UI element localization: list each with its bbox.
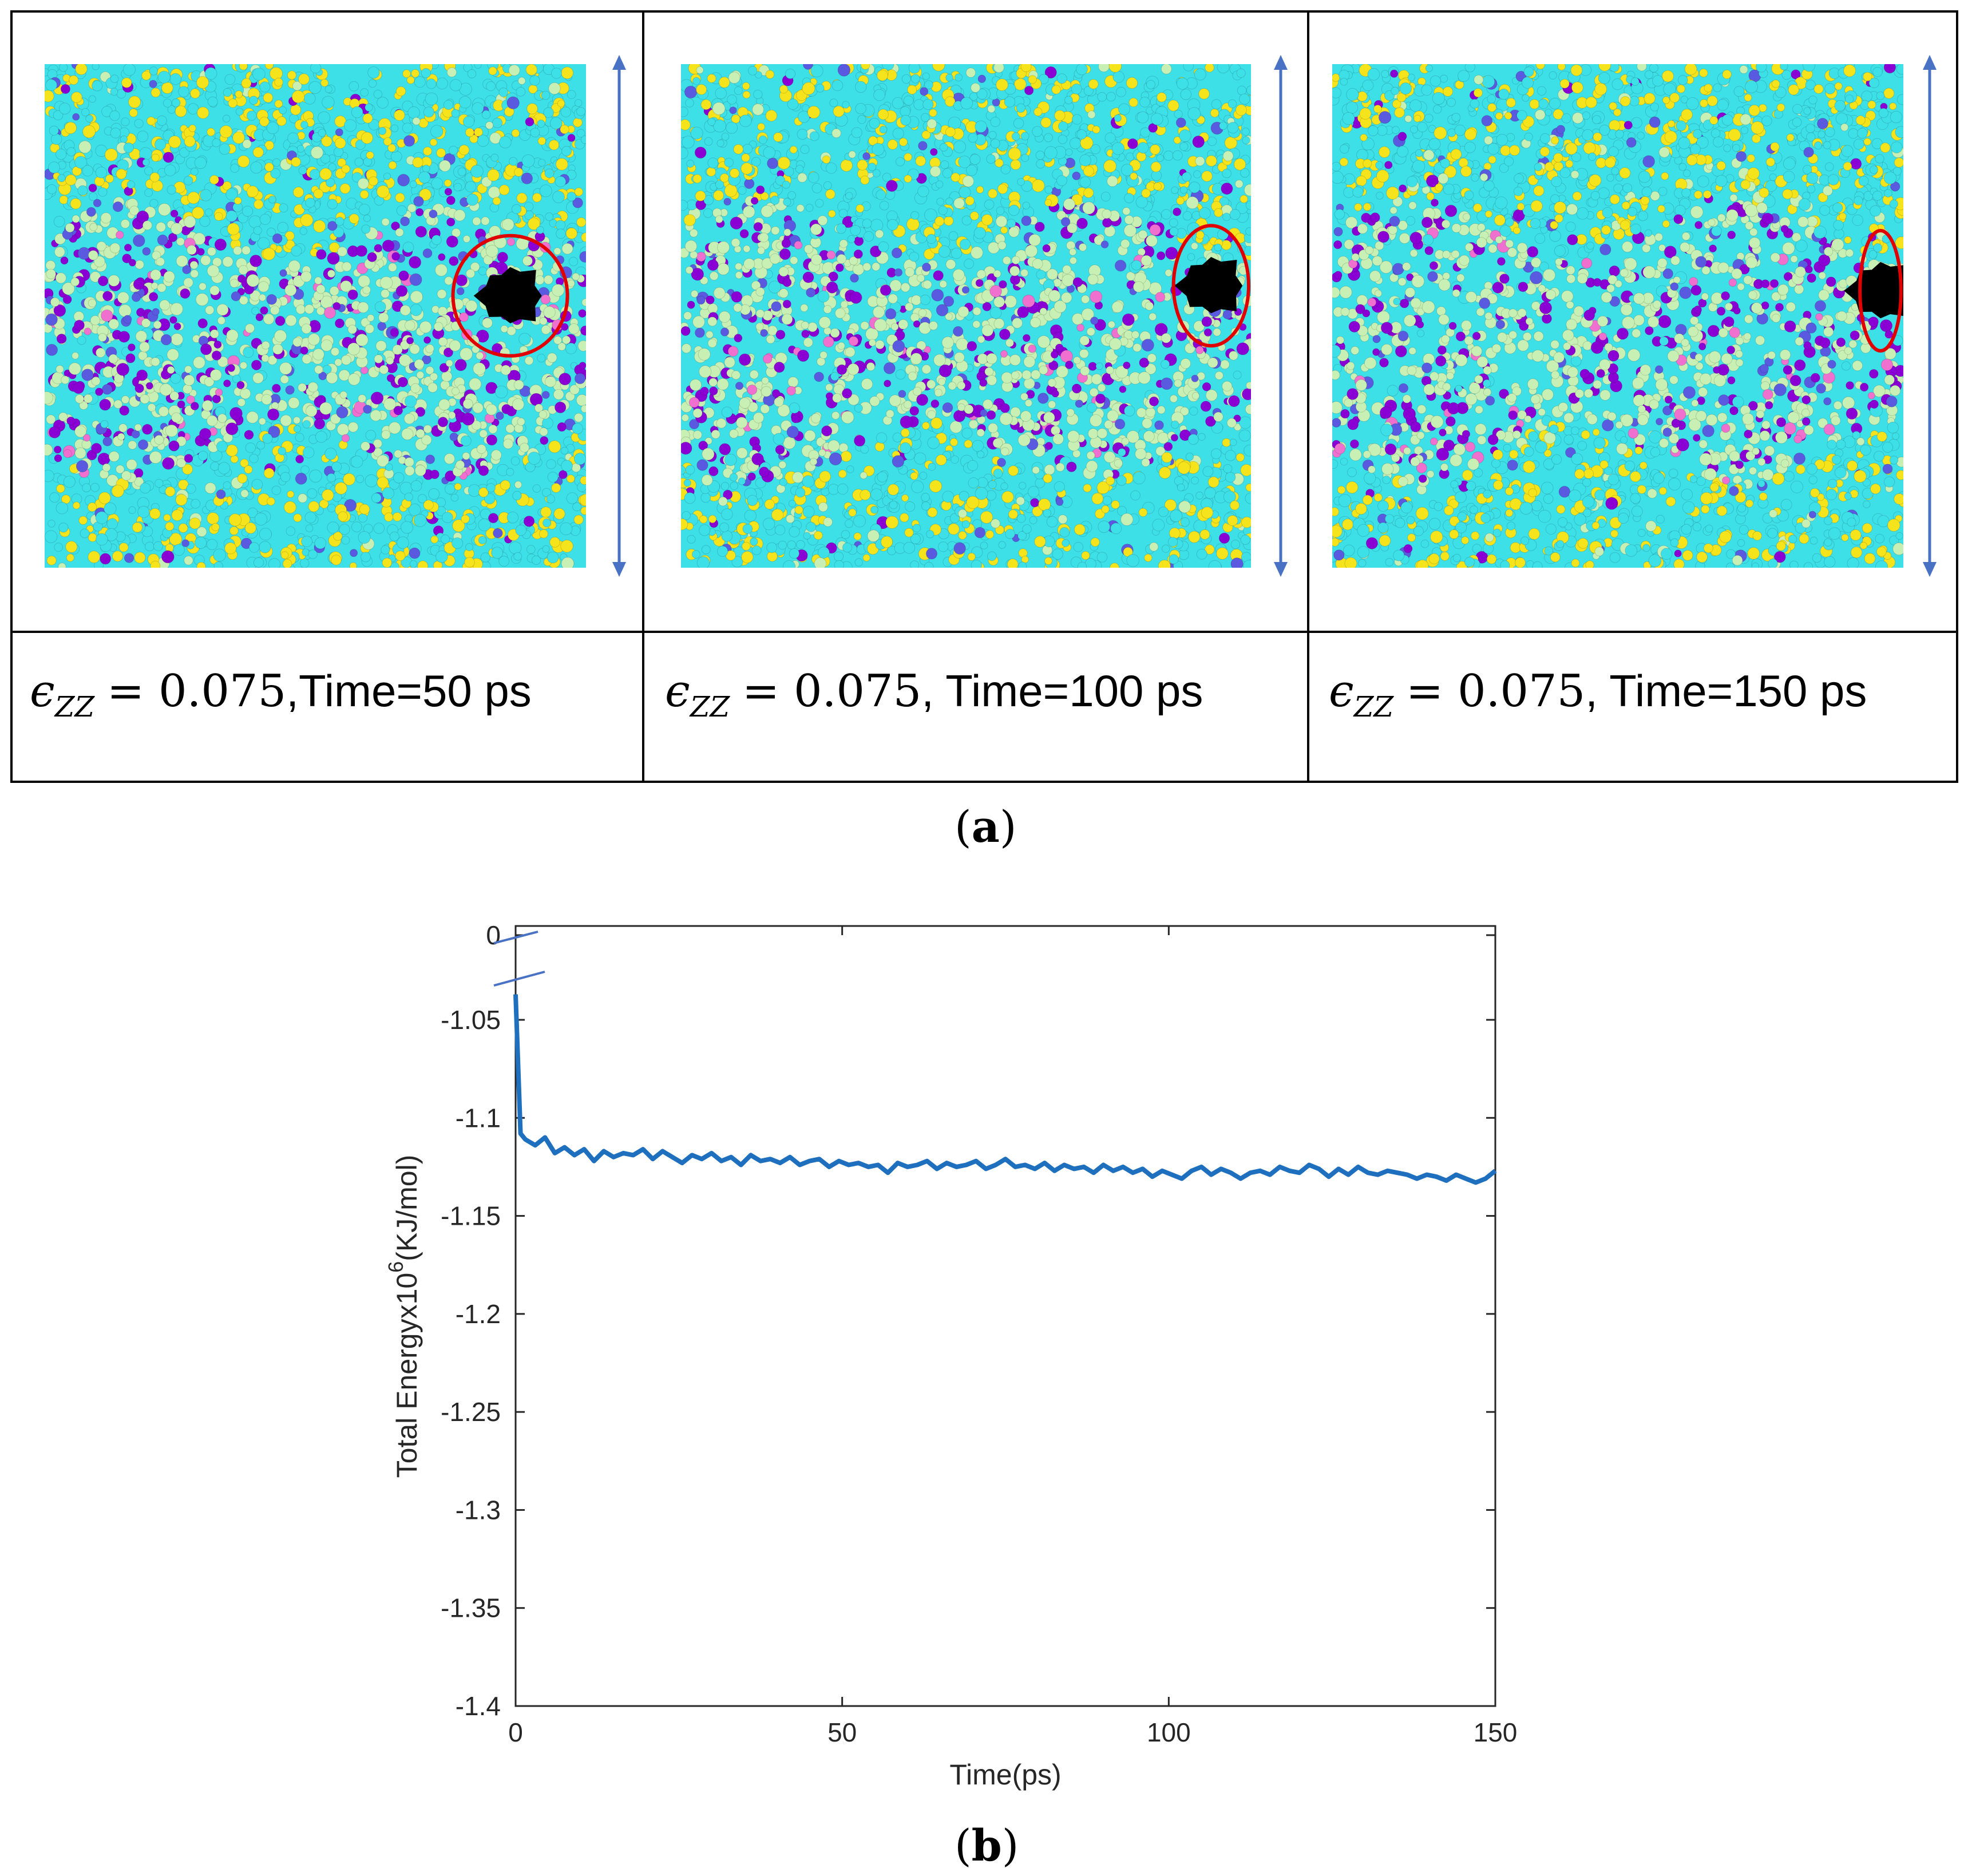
snapshot-image-50ps bbox=[45, 64, 586, 568]
strain-subscript: ZZ bbox=[54, 690, 95, 723]
void-highlight-circle bbox=[1171, 224, 1251, 348]
atoms-render bbox=[1332, 64, 1903, 568]
y-tick-label: -1.15 bbox=[441, 1201, 501, 1231]
time-value: , Time=150 ps bbox=[1585, 666, 1867, 716]
time-value: , Time=100 ps bbox=[921, 666, 1203, 716]
snapshot-image-150ps bbox=[1332, 64, 1903, 568]
caption-150ps: ϵZZ = 0.075, Time=150 ps bbox=[1329, 665, 1867, 723]
arrow-icon bbox=[1274, 55, 1288, 577]
y-tick-label: -1.25 bbox=[441, 1397, 501, 1427]
axis-break-marker bbox=[493, 931, 545, 987]
time-value: ,Time=50 ps bbox=[286, 666, 532, 716]
x-tick-label: 0 bbox=[508, 1717, 523, 1747]
arrow-icon bbox=[1923, 55, 1937, 577]
y-axis-title-unit: (KJ/mol) bbox=[391, 1155, 423, 1261]
x-tick-label: 100 bbox=[1147, 1717, 1191, 1747]
snapshot-table: ϵZZ = 0.075,Time=50 ps ϵZZ = 0.075, Time… bbox=[10, 10, 1958, 783]
strain-value: = 0.075 bbox=[742, 666, 922, 717]
arrow-icon bbox=[612, 55, 626, 577]
y-tick-label: -1.05 bbox=[441, 1005, 501, 1035]
strain-subscript: ZZ bbox=[690, 690, 730, 723]
caption-100ps: ϵZZ = 0.075, Time=100 ps bbox=[665, 665, 1203, 723]
void-region bbox=[1174, 257, 1243, 314]
y-tick-label: -1.35 bbox=[441, 1593, 501, 1623]
x-axis: 0 50 100 150 bbox=[508, 926, 1517, 1747]
y-tick-label: -1.3 bbox=[456, 1495, 501, 1525]
table-divider bbox=[642, 13, 644, 781]
void-highlight-circle bbox=[1858, 229, 1903, 353]
snapshot-image-100ps bbox=[681, 64, 1251, 568]
atoms-render bbox=[681, 64, 1251, 568]
strain-value: = 0.075 bbox=[106, 666, 287, 717]
y-tick-label: -1.4 bbox=[456, 1691, 501, 1721]
panel-label-a: (a) bbox=[955, 801, 1017, 852]
void-region bbox=[473, 267, 542, 323]
void-highlight-circle bbox=[451, 233, 569, 358]
strain-symbol: ϵ bbox=[30, 666, 55, 717]
y-tick-label: -1.2 bbox=[456, 1299, 501, 1329]
strain-value: = 0.075 bbox=[1405, 666, 1586, 717]
strain-symbol: ϵ bbox=[665, 666, 690, 717]
energy-chart: -1.4 -1.35 -1.3 -1.25 -1.2 -1.15 -1.1 -1.05 0 0 5… bbox=[384, 920, 1517, 1791]
y-tick-label: 0 bbox=[486, 920, 501, 950]
atoms-render bbox=[45, 64, 586, 568]
y-axis: -1.4 -1.35 -1.3 -1.25 -1.2 -1.15 -1.1 -1.05 0 bbox=[441, 920, 1495, 1721]
y-axis-title-exponent: 6 bbox=[384, 1261, 407, 1273]
x-axis-title: Time(ps) bbox=[949, 1759, 1061, 1791]
caption-50ps: ϵZZ = 0.075,Time=50 ps bbox=[30, 665, 532, 723]
table-divider bbox=[13, 631, 1956, 633]
y-tick-label: -1.1 bbox=[456, 1103, 501, 1133]
x-tick-label: 50 bbox=[827, 1717, 857, 1747]
plot-frame bbox=[514, 925, 1496, 1707]
panel-label-b: (b) bbox=[955, 1820, 1019, 1871]
y-axis-title: Total Energyx106(KJ/mol) bbox=[384, 1155, 423, 1478]
table-divider bbox=[1307, 13, 1309, 781]
strain-symbol: ϵ bbox=[1329, 666, 1354, 717]
strain-subscript: ZZ bbox=[1353, 690, 1394, 723]
series-total-energy bbox=[513, 994, 1497, 1185]
y-axis-title-main: Total Energyx10 bbox=[391, 1273, 423, 1478]
x-tick-label: 150 bbox=[1474, 1717, 1518, 1747]
